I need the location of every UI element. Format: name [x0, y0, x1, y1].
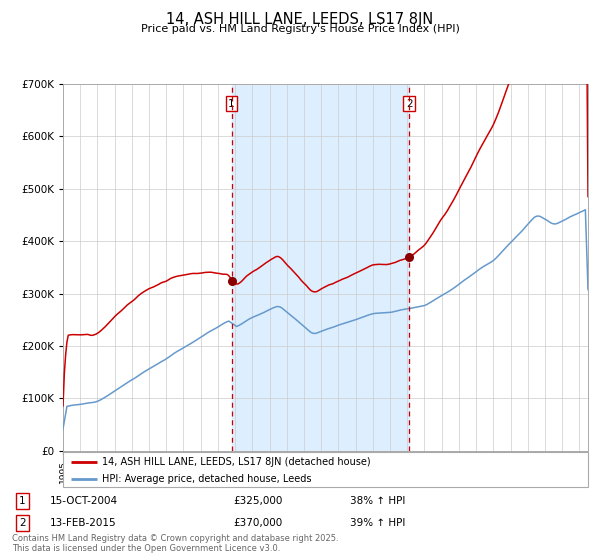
Text: £325,000: £325,000 [233, 496, 283, 506]
Text: 2: 2 [406, 99, 413, 109]
Text: 14, ASH HILL LANE, LEEDS, LS17 8JN (detached house): 14, ASH HILL LANE, LEEDS, LS17 8JN (deta… [103, 457, 371, 467]
Text: 13-FEB-2015: 13-FEB-2015 [50, 518, 116, 528]
Text: 15-OCT-2004: 15-OCT-2004 [50, 496, 118, 506]
Text: HPI: Average price, detached house, Leeds: HPI: Average price, detached house, Leed… [103, 474, 312, 483]
Text: 14, ASH HILL LANE, LEEDS, LS17 8JN: 14, ASH HILL LANE, LEEDS, LS17 8JN [166, 12, 434, 27]
Text: £370,000: £370,000 [233, 518, 283, 528]
Text: 2: 2 [19, 518, 26, 528]
Bar [232, 84, 409, 451]
Text: Price paid vs. HM Land Registry's House Price Index (HPI): Price paid vs. HM Land Registry's House … [140, 24, 460, 34]
Text: 39% ↑ HPI: 39% ↑ HPI [350, 518, 405, 528]
FancyBboxPatch shape [63, 452, 588, 487]
Text: Contains HM Land Registry data © Crown copyright and database right 2025.
This d: Contains HM Land Registry data © Crown c… [12, 534, 338, 553]
Text: 1: 1 [19, 496, 26, 506]
Text: 1: 1 [228, 99, 235, 109]
Text: 38% ↑ HPI: 38% ↑ HPI [350, 496, 405, 506]
